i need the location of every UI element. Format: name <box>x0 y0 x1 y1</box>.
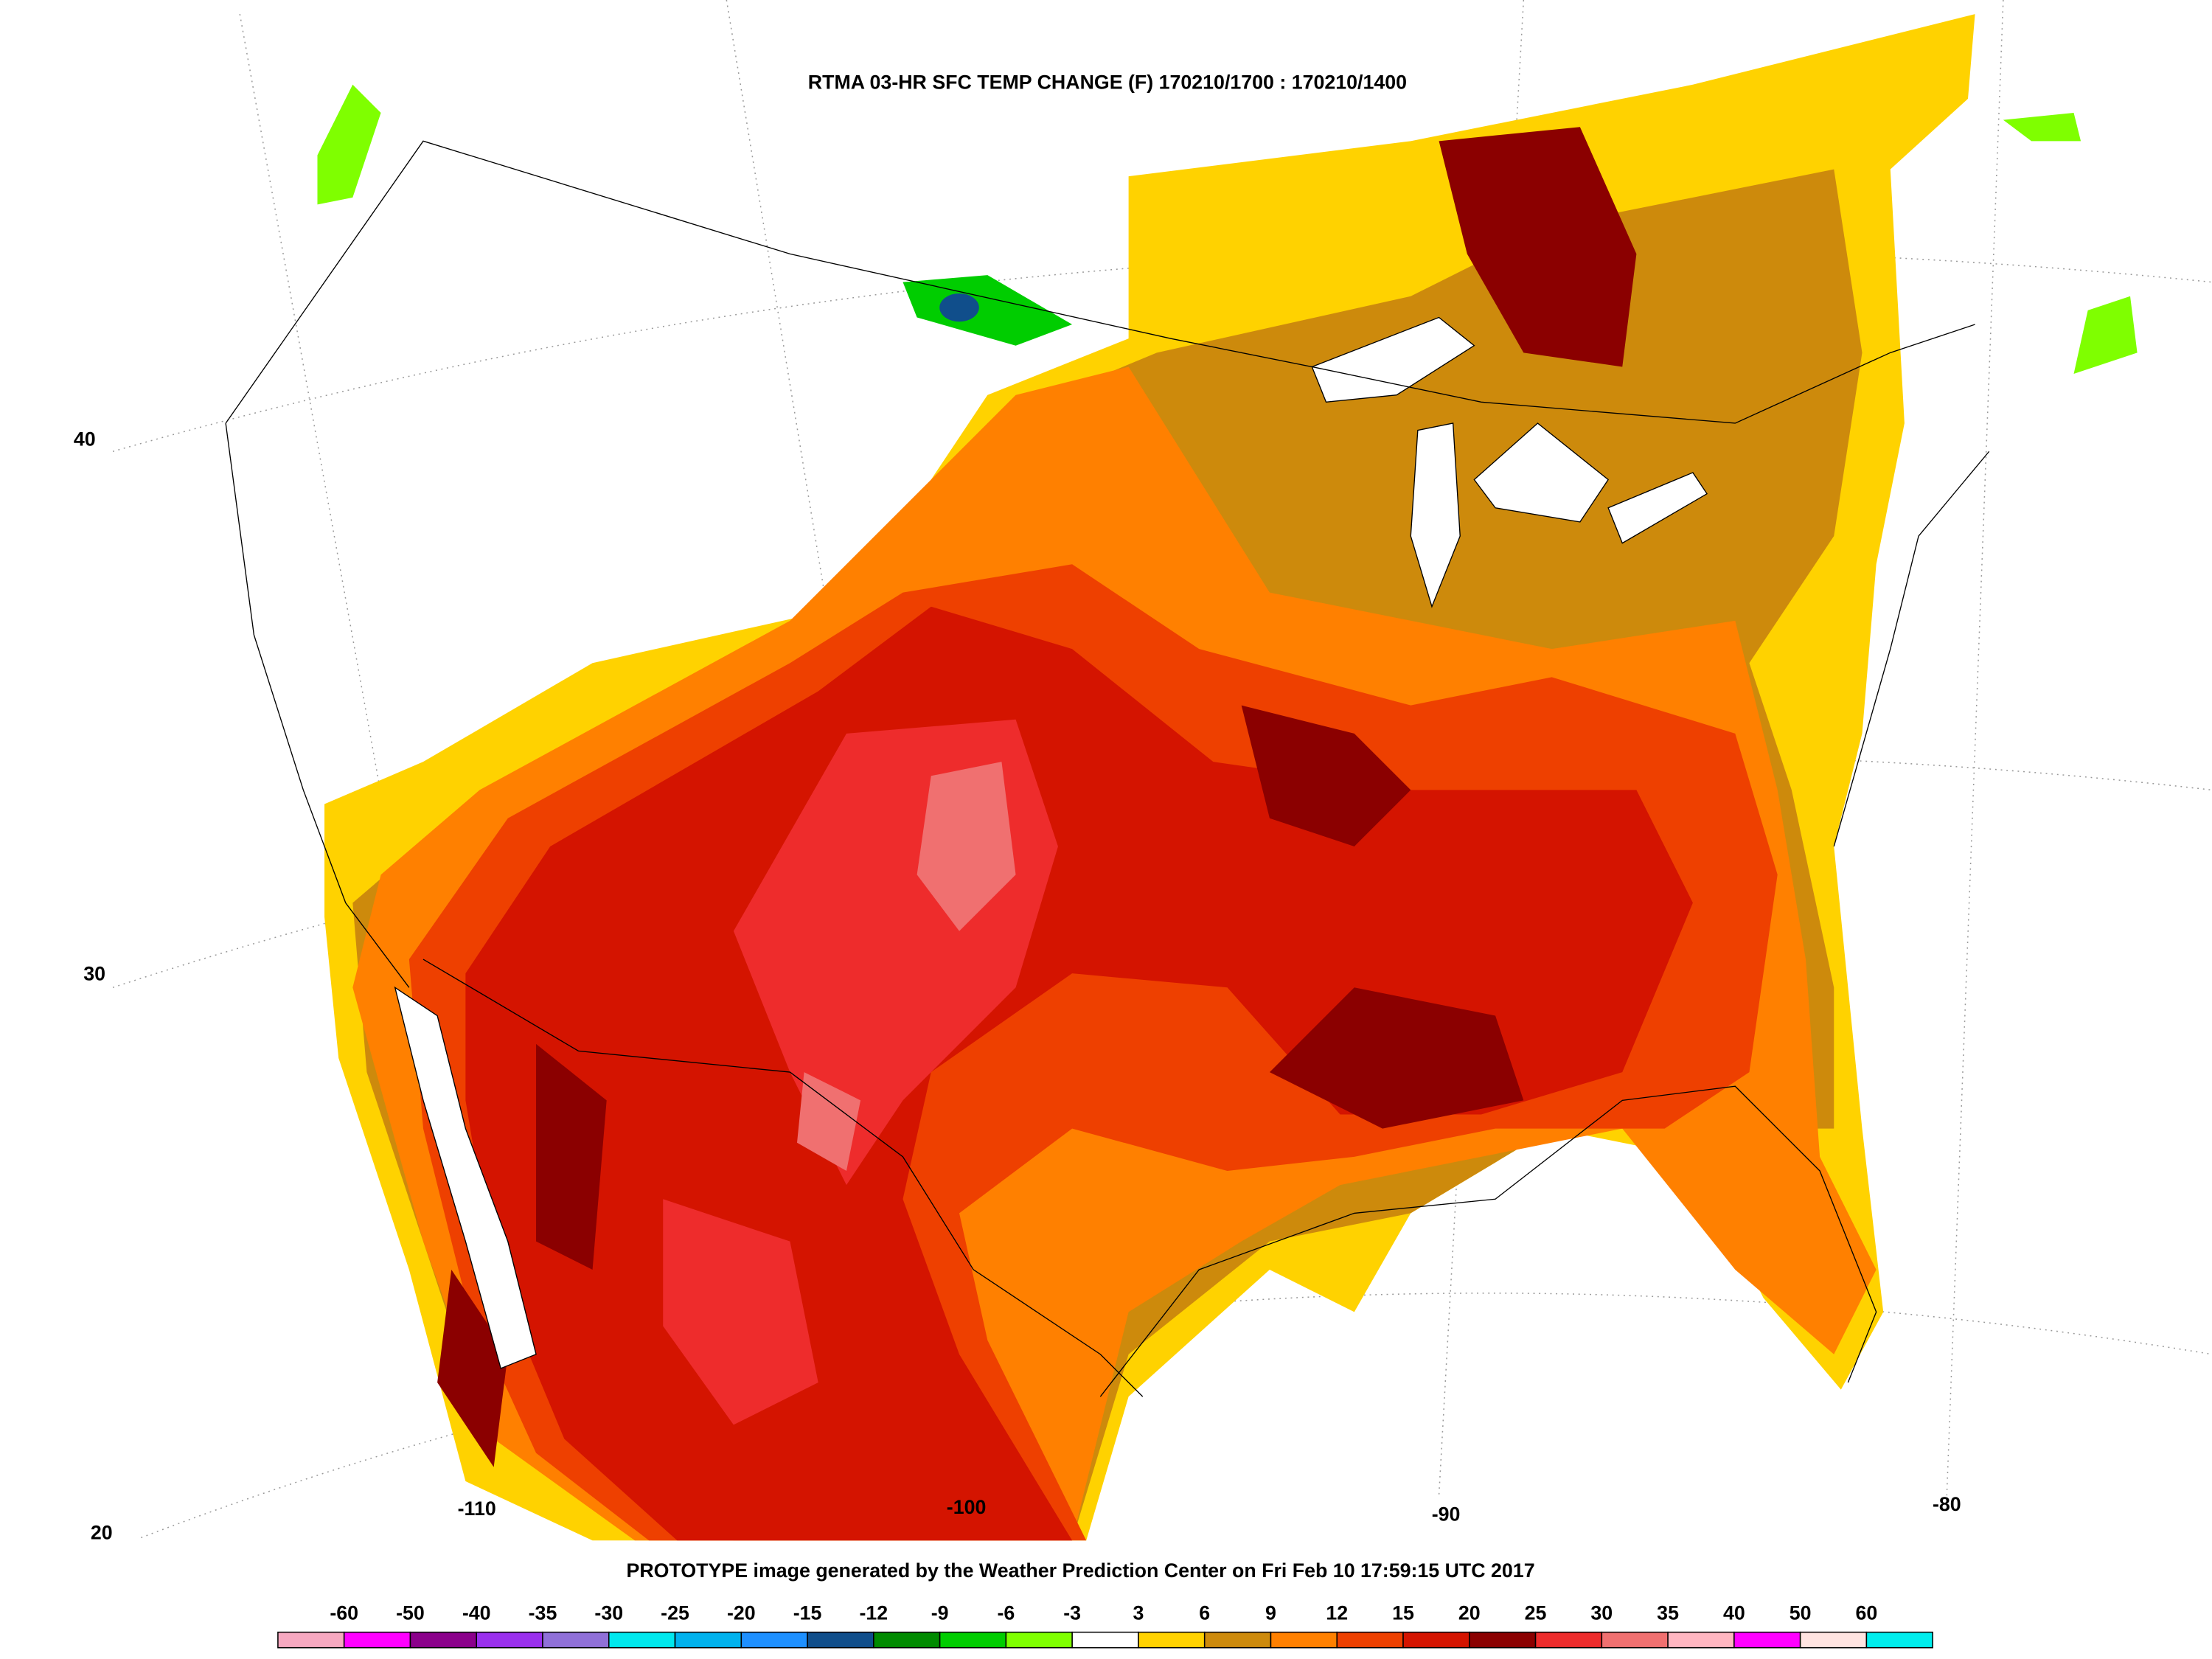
colorbar-label: -6 <box>997 1601 1015 1624</box>
colorbar-swatch <box>740 1631 808 1649</box>
coastline <box>1833 451 1990 847</box>
colorbar-swatch <box>873 1631 941 1649</box>
colorbar-swatch <box>277 1631 345 1649</box>
colorbar-swatch <box>1733 1631 1801 1649</box>
colorbar: -60 -50 -40 -35 -30 -25 -20 -15 -12 -9 -6 -3 3 6 9 12 15… <box>277 1601 1933 1649</box>
longitude-label: -110 <box>458 1498 496 1520</box>
colorbar-swatch <box>409 1631 477 1649</box>
map-title: RTMA 03-HR SFC TEMP CHANGE (F) 170210/17… <box>808 72 1407 94</box>
colorbar-label: -60 <box>330 1601 358 1624</box>
latitude-label: 40 <box>74 428 96 451</box>
gulf-of-california <box>394 986 537 1369</box>
colorbar-swatch <box>1336 1631 1404 1649</box>
latitude-label: 20 <box>91 1521 113 1543</box>
colorbar-swatch <box>1469 1631 1537 1649</box>
colorbar-swatch <box>343 1631 411 1649</box>
colorbar-label: -12 <box>860 1601 888 1624</box>
colorbar-label: -25 <box>661 1601 689 1624</box>
colorbar-label: 12 <box>1326 1601 1348 1624</box>
colorbar-swatch <box>1402 1631 1470 1649</box>
colorbar-label: -9 <box>931 1601 949 1624</box>
longitude-label: -80 <box>1933 1493 1961 1515</box>
colorbar-label: -3 <box>1063 1601 1081 1624</box>
colorbar-swatch <box>1601 1631 1669 1649</box>
graticule-line <box>112 754 2212 989</box>
great-lakes <box>1311 316 1708 608</box>
colorbar-label: -50 <box>396 1601 425 1624</box>
colorbar-label: -15 <box>793 1601 822 1624</box>
colorbar-swatch <box>542 1631 610 1649</box>
colorbar-swatch <box>1270 1631 1338 1649</box>
colorbar-label: 9 <box>1265 1601 1276 1624</box>
colorbar-swatch <box>674 1631 742 1649</box>
field-20-25 <box>437 127 1637 1467</box>
colorbar-label: 35 <box>1657 1601 1679 1624</box>
colorbar-label: -40 <box>462 1601 491 1624</box>
colorbar-label: -20 <box>727 1601 756 1624</box>
colorbar-label: 40 <box>1723 1601 1745 1624</box>
colorbar-label: 3 <box>1133 1601 1144 1624</box>
colorbar-swatch <box>1865 1631 1933 1649</box>
graticule-line <box>1946 0 2004 1496</box>
colorbar-label: 25 <box>1525 1601 1547 1624</box>
latitude-labels: 40 30 20 <box>74 428 113 1544</box>
border-line <box>225 140 1975 424</box>
border-line <box>422 959 1144 1397</box>
longitude-label: -90 <box>1432 1503 1461 1525</box>
colorbar-swatch <box>1005 1631 1073 1649</box>
latitude-label: 30 <box>83 963 105 985</box>
colorbar-label: 30 <box>1590 1601 1613 1624</box>
colorbar-swatch <box>608 1631 676 1649</box>
boundaries <box>225 140 1990 1397</box>
colorbar-label: -30 <box>594 1601 623 1624</box>
longitude-labels: -110 -100 -90 -80 <box>458 1493 1961 1525</box>
colorbar-label: 6 <box>1199 1601 1210 1624</box>
field-30-35 <box>796 762 1016 1172</box>
colorbar-swatch <box>1071 1631 1139 1649</box>
colorbar-label: 60 <box>1856 1601 1878 1624</box>
colorbar-swatch <box>1534 1631 1603 1649</box>
coastline <box>1099 1085 1877 1397</box>
colorbar-label: 50 <box>1790 1601 1812 1624</box>
colorbar-swatch <box>1138 1631 1206 1649</box>
colorbar-swatch <box>939 1631 1007 1649</box>
colorbar-swatch <box>1667 1631 1735 1649</box>
colorbar-swatch <box>476 1631 543 1649</box>
field-minus-6 <box>902 275 1073 346</box>
colorbar-swatch <box>1799 1631 1868 1649</box>
field-minus-12 <box>939 293 979 322</box>
colorbar-label: 20 <box>1458 1601 1481 1624</box>
colorbar-label: -35 <box>529 1601 557 1624</box>
temperature-field <box>317 14 2138 1541</box>
footer-text: PROTOTYPE image generated by the Weather… <box>627 1559 1535 1582</box>
coastline <box>225 422 410 988</box>
longitude-label: -100 <box>947 1496 987 1518</box>
colorbar-label: 15 <box>1392 1601 1414 1624</box>
colorbar-swatch <box>1203 1631 1272 1649</box>
colorbar-swatch <box>807 1631 874 1649</box>
